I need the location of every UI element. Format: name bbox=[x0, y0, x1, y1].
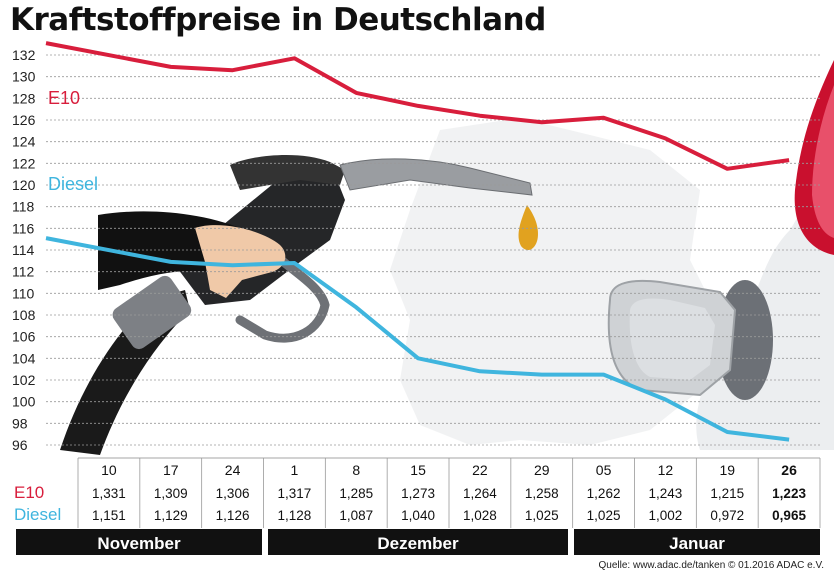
data-label: 1,273 bbox=[401, 486, 435, 501]
value-table: 1,331 1,309 1,306 1,317 1,285 1,273 1,264 1,258… bbox=[92, 486, 806, 523]
y-tick-label: 126 bbox=[12, 112, 36, 128]
x-tick-label: 19 bbox=[719, 462, 735, 478]
series-line-e10 bbox=[45, 41, 790, 171]
month-bars: November Dezember Januar bbox=[16, 529, 820, 555]
data-label: 1,129 bbox=[154, 508, 188, 523]
y-tick-label: 110 bbox=[12, 285, 35, 301]
data-label: 1,151 bbox=[92, 508, 126, 523]
x-tick-label: 15 bbox=[410, 462, 426, 478]
x-tick-label: 12 bbox=[658, 462, 674, 478]
y-tick-label: 132 bbox=[12, 47, 36, 63]
data-label: 1,317 bbox=[278, 486, 312, 501]
month-label: Januar bbox=[669, 534, 725, 553]
data-label: 1,040 bbox=[401, 508, 435, 523]
x-tick-label: 10 bbox=[101, 462, 117, 478]
table-row-label-e10: E10 bbox=[14, 483, 44, 502]
series-lines bbox=[45, 41, 790, 442]
grid-lines bbox=[46, 54, 820, 446]
data-label: 1,025 bbox=[525, 508, 559, 523]
data-label: 1,223 bbox=[772, 486, 806, 501]
chart-title: Kraftstoffpreise in Deutschland bbox=[10, 2, 546, 38]
y-tick-label: 128 bbox=[12, 90, 36, 106]
y-tick-label: 116 bbox=[12, 220, 35, 236]
data-label: 1,002 bbox=[649, 508, 683, 523]
series-line-diesel bbox=[45, 236, 790, 442]
data-label: 0,965 bbox=[772, 508, 806, 523]
y-tick-label: 98 bbox=[12, 415, 28, 431]
x-tick-label: 26 bbox=[781, 462, 797, 478]
source-credit: Quelle: www.adac.de/tanken © 01.2016 ADA… bbox=[598, 560, 824, 571]
y-tick-label: 104 bbox=[12, 350, 36, 366]
month-label: Dezember bbox=[377, 534, 459, 553]
data-label: 1,087 bbox=[339, 508, 373, 523]
data-label: 1,264 bbox=[463, 486, 497, 501]
y-tick-label: 108 bbox=[12, 307, 36, 323]
x-tick-label: 24 bbox=[225, 462, 241, 478]
data-label: 1,126 bbox=[216, 508, 250, 523]
y-tick-label: 124 bbox=[12, 134, 36, 150]
y-tick-label: 118 bbox=[12, 199, 35, 215]
x-tick-label: 29 bbox=[534, 462, 550, 478]
data-label: 1,285 bbox=[339, 486, 373, 501]
y-axis-ticks: 96 98 100 102 104 106 108 110 112 114 116 118 120 122… bbox=[12, 47, 36, 453]
month-bar bbox=[574, 529, 820, 555]
data-label: 1,025 bbox=[587, 508, 621, 523]
y-tick-label: 130 bbox=[12, 69, 36, 85]
y-tick-label: 102 bbox=[12, 372, 36, 388]
x-axis-ticks: 10 17 24 1 8 15 22 29 05 12 19 26 bbox=[77, 457, 821, 528]
x-tick-label: 22 bbox=[472, 462, 488, 478]
data-label: 1,258 bbox=[525, 486, 559, 501]
y-tick-label: 106 bbox=[12, 329, 36, 345]
data-label: 1,309 bbox=[154, 486, 188, 501]
data-label: 1,243 bbox=[649, 486, 683, 501]
table-row-label-diesel: Diesel bbox=[14, 505, 61, 524]
month-bar bbox=[16, 529, 262, 555]
car-illustration bbox=[607, 60, 834, 450]
diesel-series-label: Diesel bbox=[48, 174, 98, 194]
y-tick-label: 120 bbox=[12, 177, 36, 193]
data-label: 1,028 bbox=[463, 508, 497, 523]
x-tick-label: 17 bbox=[163, 462, 179, 478]
y-tick-label: 122 bbox=[12, 155, 36, 171]
y-tick-label: 114 bbox=[12, 242, 35, 258]
e10-series-label: E10 bbox=[48, 88, 80, 108]
month-label: November bbox=[97, 534, 181, 553]
y-tick-label: 96 bbox=[12, 437, 28, 453]
month-bar bbox=[268, 529, 568, 555]
data-label: 1,306 bbox=[216, 486, 250, 501]
data-label: 1,128 bbox=[278, 508, 312, 523]
x-tick-label: 1 bbox=[291, 462, 299, 478]
x-tick-label: 05 bbox=[596, 462, 612, 478]
data-label: 1,215 bbox=[710, 486, 744, 501]
data-label: 0,972 bbox=[710, 508, 744, 523]
y-tick-label: 100 bbox=[12, 394, 36, 410]
data-label: 1,262 bbox=[587, 486, 621, 501]
fuel-nozzle-illustration bbox=[60, 154, 538, 455]
y-tick-label: 112 bbox=[12, 264, 35, 280]
data-label: 1,331 bbox=[92, 486, 126, 501]
x-tick-label: 8 bbox=[352, 462, 360, 478]
